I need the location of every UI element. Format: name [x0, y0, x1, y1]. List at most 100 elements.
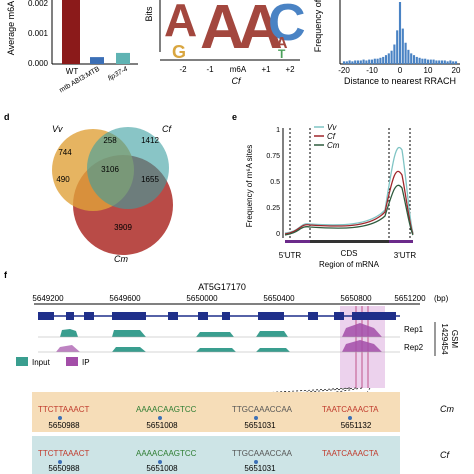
legend-input: Input: [32, 358, 51, 367]
cf-pos: 5651008: [146, 464, 178, 473]
cf-label: Cf: [440, 450, 450, 460]
legend-ip: IP: [82, 358, 90, 367]
histogram-bar: [382, 56, 385, 64]
panel-a-ytick: 0.002: [28, 0, 49, 8]
panel-e-ytick: 0: [276, 231, 280, 238]
histogram-bar: [421, 58, 424, 64]
logo-letter-a3: A: [238, 0, 283, 62]
exon: [84, 312, 94, 320]
coord-tick: 5650000: [186, 294, 218, 303]
logo-letter-a5: A: [276, 35, 288, 52]
legend-swatch-input: [16, 357, 28, 366]
panel-e-ytick: 0.25: [266, 205, 280, 212]
panel-e-ytick: 0.5: [270, 179, 280, 186]
histogram-bar: [429, 59, 432, 64]
panel-c: Frequency of -20 -10 0 10 20 Distance to…: [313, 0, 461, 86]
exon: [198, 312, 208, 320]
gsm-label: GSM: [450, 330, 459, 349]
panel-d: d Vv Cf Cm 258 1412 744 3106 490 1655 39…: [4, 112, 173, 264]
input-signal: [256, 331, 288, 337]
panel-e-label: e: [232, 112, 237, 122]
cm-seq: TAATCAAACTA: [322, 405, 379, 414]
venn-circle-cf: [87, 127, 169, 209]
cm-seq: AAAACAAGTCC: [136, 405, 197, 414]
histogram-bar: [452, 61, 455, 64]
panel-a: Average m6A 0.002 0.001 0.000 WT mtb ABI…: [6, 0, 138, 94]
logo-letter-c: C: [268, 0, 306, 52]
panel-e-region: CDS: [341, 249, 358, 258]
histogram-bar: [415, 56, 418, 64]
panel-e-ytick: 1: [276, 127, 280, 134]
panel-b-xtick: +1: [261, 65, 271, 74]
histogram-bar: [368, 59, 371, 64]
histogram-bar: [359, 60, 362, 64]
connector: [259, 387, 363, 405]
histogram-bar: [454, 61, 458, 64]
exon: [334, 312, 344, 320]
panel-e-region: 5'UTR: [279, 251, 302, 260]
panel-a-xtick: fip37-4: [107, 66, 129, 83]
venn-label-cf: Cf: [162, 124, 172, 134]
ip-signal: [56, 345, 80, 352]
panel-c-ylabel: Frequency of: [313, 0, 323, 52]
histogram-bar: [362, 59, 365, 64]
panel-c-xtick: 0: [398, 66, 403, 75]
histogram-bar: [365, 60, 368, 64]
input-signal: [60, 329, 78, 337]
histogram-bar: [393, 44, 396, 64]
m6a-dot: [58, 460, 62, 464]
cm-pos: 5651008: [146, 421, 178, 430]
logo-letter-a1: A: [164, 0, 197, 46]
panel-c-xtick: -20: [338, 66, 350, 75]
venn-label-cm: Cm: [114, 254, 128, 264]
panel-b-species: Cf: [232, 76, 242, 86]
histogram-bar: [449, 60, 452, 64]
histogram-bar: [387, 53, 390, 64]
exon: [112, 312, 146, 320]
venn-count: 258: [103, 136, 117, 145]
histogram-bar: [446, 61, 449, 64]
histogram-bar: [373, 58, 376, 64]
exon: [258, 312, 284, 320]
cm-pos: 5650988: [48, 421, 80, 430]
cf-seq-box: [32, 436, 400, 474]
legend-swatch-ip: [66, 357, 78, 366]
histogram-bar: [407, 49, 410, 64]
panel-b-xtick: +2: [285, 65, 295, 74]
m6a-dot: [158, 416, 162, 420]
panel-d-label: d: [4, 112, 10, 122]
histogram-bar: [435, 60, 438, 64]
panel-e: e Frequency of m⁶A sites 1 0.75 0.5 0.25…: [232, 112, 416, 269]
panel-a-bar-fip37: [116, 52, 130, 64]
cf-seq: TAATCAAACTA: [322, 449, 379, 458]
m6a-dot: [58, 416, 62, 420]
histogram-bar: [404, 42, 407, 64]
cf-seq: TTCTTAAACT: [38, 449, 90, 458]
histogram-bar: [396, 30, 399, 64]
panel-e-ylabel: Frequency of m⁶A sites: [245, 145, 254, 227]
track-label: Rep1: [404, 325, 424, 334]
histogram-bar: [376, 58, 379, 64]
panel-c-xtick: 20: [452, 66, 461, 75]
histogram-bar: [348, 60, 351, 64]
input-signal: [256, 348, 290, 352]
panel-e-region: 3'UTR: [394, 251, 417, 260]
cf-pos: 5651031: [244, 464, 276, 473]
histogram-bar: [440, 60, 444, 64]
cm-pos: 5651031: [244, 421, 276, 430]
venn-count: 490: [56, 175, 70, 184]
ip-signal: [342, 323, 382, 337]
panel-c-bars: [342, 2, 458, 65]
panel-c-xtick: -10: [366, 66, 378, 75]
coord-tick: 5649600: [109, 294, 141, 303]
panel-c-xtick: 10: [424, 66, 433, 75]
exon: [308, 312, 318, 320]
histogram-bar: [356, 60, 360, 64]
histogram-bar: [342, 61, 346, 64]
cm-label: Cm: [440, 404, 454, 414]
venn-count: 744: [58, 148, 72, 157]
venn-count: 3106: [101, 165, 119, 174]
logo-letter-g: G: [172, 42, 186, 62]
panel-e-xlabel: Region of mRNA: [319, 260, 380, 269]
